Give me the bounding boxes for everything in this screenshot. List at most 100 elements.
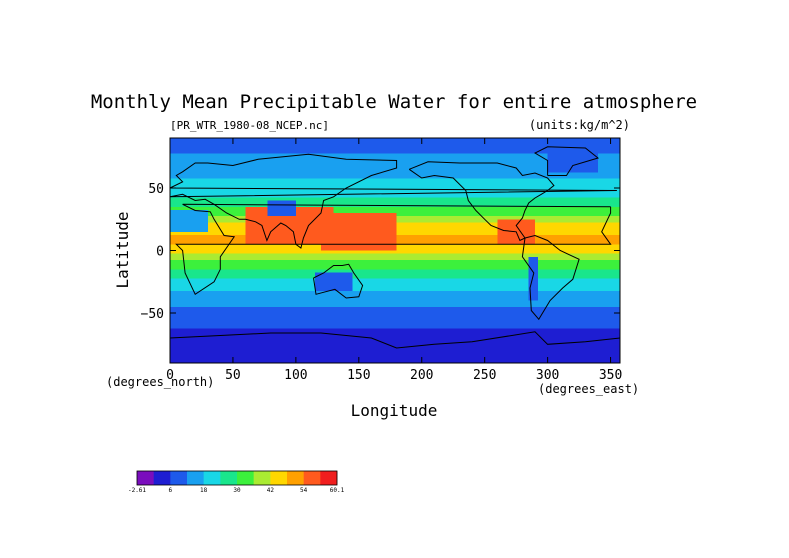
heatmap-cell xyxy=(179,213,183,217)
heatmap-cell xyxy=(217,138,221,142)
heatmap-cell xyxy=(582,181,586,186)
heatmap-cell xyxy=(339,166,344,170)
heatmap-cell xyxy=(232,213,237,217)
heatmap-cell xyxy=(563,209,567,214)
heatmap-cell xyxy=(371,219,375,223)
heatmap-cell xyxy=(588,153,593,158)
heatmap-cell xyxy=(377,178,382,183)
heatmap-cell xyxy=(597,241,602,245)
heatmap-cell xyxy=(402,209,407,214)
heatmap-cell xyxy=(185,156,190,161)
heatmap-cell xyxy=(226,159,231,164)
heatmap-cell xyxy=(610,238,615,242)
heatmap-cell xyxy=(242,159,246,164)
heatmap-cell xyxy=(560,200,564,205)
heatmap-cell xyxy=(434,197,438,201)
heatmap-cell xyxy=(336,172,341,176)
heatmap-cell xyxy=(330,200,335,205)
heatmap-cell xyxy=(415,159,419,164)
heatmap-cell xyxy=(383,219,388,223)
heatmap-cell xyxy=(402,241,407,245)
heatmap-cell xyxy=(503,241,508,245)
heatmap-cell xyxy=(365,228,369,233)
heatmap-cell xyxy=(424,225,429,230)
heatmap-cell xyxy=(535,244,539,248)
heatmap-cell xyxy=(582,216,586,220)
heatmap-cell xyxy=(280,163,284,167)
heatmap-cell xyxy=(198,166,202,170)
heatmap-cell xyxy=(616,172,621,176)
heatmap-cell xyxy=(472,175,476,180)
heatmap-cell xyxy=(333,231,338,236)
heatmap-cell xyxy=(569,153,574,158)
heatmap-cell xyxy=(443,244,448,248)
heatmap-cell xyxy=(270,222,275,226)
heatmap-cell xyxy=(509,156,514,161)
heatmap-cell xyxy=(311,144,316,148)
heatmap-cell xyxy=(585,231,589,236)
heatmap-cell xyxy=(522,147,526,151)
heatmap-cell xyxy=(188,203,193,208)
heatmap-cell xyxy=(321,178,325,183)
heatmap-cell xyxy=(292,219,297,223)
heatmap-cell xyxy=(267,138,272,142)
heatmap-cell xyxy=(270,153,275,158)
heatmap-cell xyxy=(557,175,561,180)
heatmap-cell xyxy=(519,231,523,236)
heatmap-cell xyxy=(572,238,577,242)
heatmap-cell xyxy=(497,206,501,211)
heatmap-cell xyxy=(437,238,442,242)
heatmap-cell xyxy=(409,150,413,155)
heatmap-cell xyxy=(289,225,294,230)
heatmap-cell xyxy=(361,200,366,205)
heatmap-cell xyxy=(170,141,174,145)
heatmap-cell xyxy=(358,181,363,186)
heatmap-cell xyxy=(531,144,536,148)
heatmap-cell xyxy=(569,159,574,164)
heatmap-cell xyxy=(204,188,209,192)
heatmap-cell xyxy=(453,144,457,148)
heatmap-cell xyxy=(336,178,341,183)
heatmap-cell xyxy=(273,153,278,158)
heatmap-cell xyxy=(506,228,511,233)
heatmap-cell xyxy=(333,181,338,186)
heatmap-cell xyxy=(339,153,344,158)
heatmap-cell xyxy=(560,166,564,170)
heatmap-cell xyxy=(179,244,183,248)
heatmap-cell xyxy=(302,244,306,248)
heatmap-cell xyxy=(575,244,580,248)
heatmap-cell xyxy=(223,219,228,223)
heatmap-cell xyxy=(513,141,517,145)
heatmap-cell xyxy=(544,159,549,164)
heatmap-cell xyxy=(406,144,410,148)
heatmap-cell xyxy=(220,206,224,211)
heatmap-cell xyxy=(368,138,372,142)
heatmap-cell xyxy=(500,178,504,183)
heatmap-cell xyxy=(327,191,331,195)
heatmap-cell xyxy=(236,141,240,145)
heatmap-cell xyxy=(264,141,268,145)
heatmap-cell xyxy=(321,194,325,198)
heatmap-cell xyxy=(330,147,335,151)
heatmap-cell xyxy=(509,238,514,242)
heatmap-cell xyxy=(566,209,571,214)
heatmap-cell xyxy=(446,197,451,201)
heatmap-cell xyxy=(516,191,520,195)
heatmap-cell xyxy=(295,225,300,230)
heatmap-cell xyxy=(538,231,542,236)
heatmap-cell xyxy=(283,200,287,205)
heatmap-cell xyxy=(343,225,347,230)
heatmap-cell xyxy=(346,191,350,195)
heatmap-cell xyxy=(280,209,284,214)
heatmap-cell xyxy=(299,172,303,176)
heatmap-cell xyxy=(431,244,435,248)
heatmap-cell xyxy=(214,234,218,239)
heatmap-cell xyxy=(547,172,552,176)
heatmap-cell xyxy=(550,172,555,176)
heatmap-cell xyxy=(188,228,193,233)
heatmap-cell xyxy=(610,228,615,233)
heatmap-cell xyxy=(487,141,492,145)
heatmap-cell xyxy=(591,219,596,223)
heatmap-cell xyxy=(579,200,583,205)
heatmap-cell xyxy=(289,234,294,239)
